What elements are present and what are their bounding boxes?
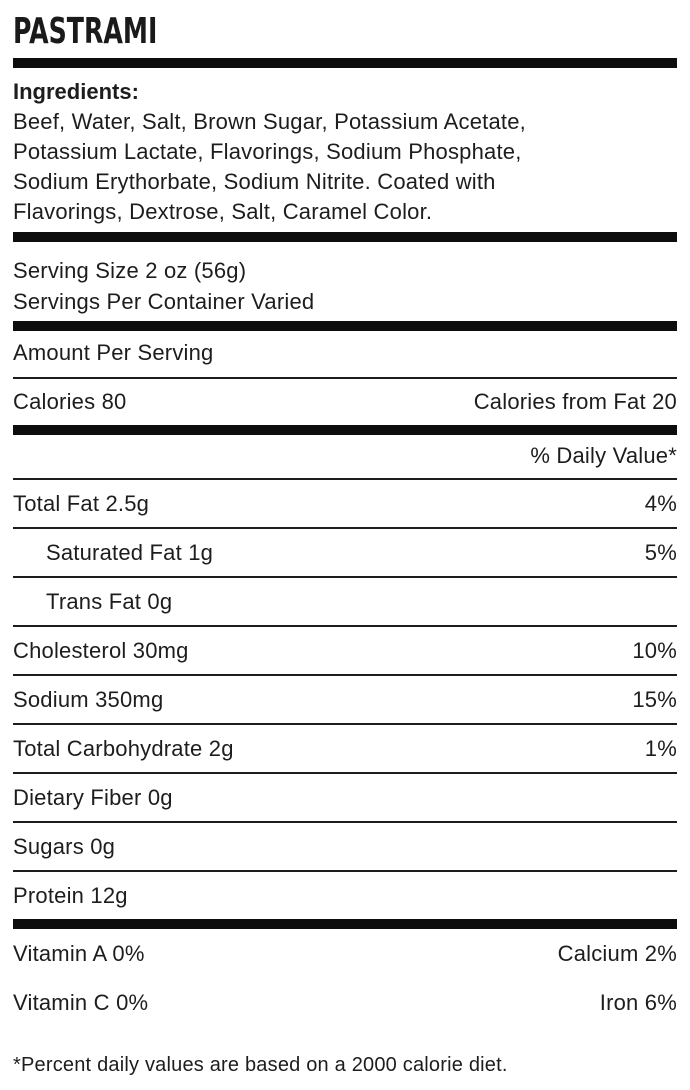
nutrient-daily-value: 10% <box>632 638 677 663</box>
nutrient-row: Cholesterol 30mg 10% <box>13 625 677 674</box>
ingredients-section: Ingredients: Beef, Water, Salt, Brown Su… <box>13 77 677 227</box>
product-title-text: PASTRAMI <box>13 11 158 52</box>
ingredients-line: Sodium Erythorbate, Sodium Nitrite. Coat… <box>13 169 496 194</box>
thick-divider <box>13 321 677 331</box>
daily-value-footnote: *Percent daily values are based on a 200… <box>13 1054 508 1076</box>
nutrient-label: Trans Fat 0g <box>46 589 173 614</box>
nutrient-row: Total Fat 2.5g 4% <box>13 478 677 527</box>
thick-divider <box>13 425 677 435</box>
amount-per-serving-label: Amount Per Serving <box>13 340 214 365</box>
nutrient-daily-value: 4% <box>644 491 677 516</box>
nutrient-label: Protein 12g <box>13 883 128 908</box>
micronutrient-row: Vitamin A 0% Calcium 2% <box>13 929 677 978</box>
nutrient-row: Dietary Fiber 0g <box>13 772 677 821</box>
serving-section: Serving Size 2 oz (56g) Servings Per Con… <box>13 255 677 317</box>
nutrient-daily-value: 15% <box>632 687 677 712</box>
thick-divider <box>13 919 677 929</box>
nutrient-label: Saturated Fat 1g <box>46 540 214 565</box>
ingredients-line: Potassium Lactate, Flavorings, Sodium Ph… <box>13 139 522 164</box>
nutrient-row: Protein 12g <box>13 870 677 919</box>
micronutrient-row: Vitamin C 0% Iron 6% <box>13 978 677 1027</box>
nutrient-daily-value: 1% <box>644 736 677 761</box>
nutrient-label: Sugars 0g <box>13 834 116 859</box>
vitamin-c-label: Vitamin C 0% <box>13 990 149 1015</box>
servings-per-container: Servings Per Container Varied <box>13 289 315 314</box>
nutrient-label: Sodium 350mg <box>13 687 164 712</box>
calories-label: Calories 80 <box>13 389 127 414</box>
ingredients-heading: Ingredients: <box>13 79 139 104</box>
nutrient-daily-value: 5% <box>644 540 677 565</box>
iron-label: Iron 6% <box>599 990 677 1015</box>
ingredients-line: Flavorings, Dextrose, Salt, Caramel Colo… <box>13 199 433 224</box>
calories-from-fat-label: Calories from Fat 20 <box>473 389 677 414</box>
nutrient-label: Total Fat 2.5g <box>13 491 150 516</box>
nutrient-row: Saturated Fat 1g 5% <box>13 527 677 576</box>
thick-divider <box>13 58 677 68</box>
nutrient-row: Trans Fat 0g <box>13 576 677 625</box>
serving-size: Serving Size 2 oz (56g) <box>13 258 247 283</box>
nutrient-row: Sodium 350mg 15% <box>13 674 677 723</box>
nutrient-label: Cholesterol 30mg <box>13 638 189 663</box>
nutrient-label: Dietary Fiber 0g <box>13 785 173 810</box>
thick-divider <box>13 232 677 242</box>
calories-row: Calories 80 Calories from Fat 20 <box>13 377 677 425</box>
vitamin-a-label: Vitamin A 0% <box>13 941 145 966</box>
calcium-label: Calcium 2% <box>557 941 677 966</box>
nutrient-label: Total Carbohydrate 2g <box>13 736 234 761</box>
product-title: PASTRAMI <box>13 0 677 52</box>
daily-value-header-row: % Daily Value* <box>13 435 677 478</box>
ingredients-line: Beef, Water, Salt, Brown Sugar, Potassiu… <box>13 109 526 134</box>
amount-per-serving-row: Amount Per Serving <box>13 331 677 377</box>
daily-value-header: % Daily Value* <box>530 443 677 468</box>
nutrient-row: Total Carbohydrate 2g 1% <box>13 723 677 772</box>
nutrient-row: Sugars 0g <box>13 821 677 870</box>
